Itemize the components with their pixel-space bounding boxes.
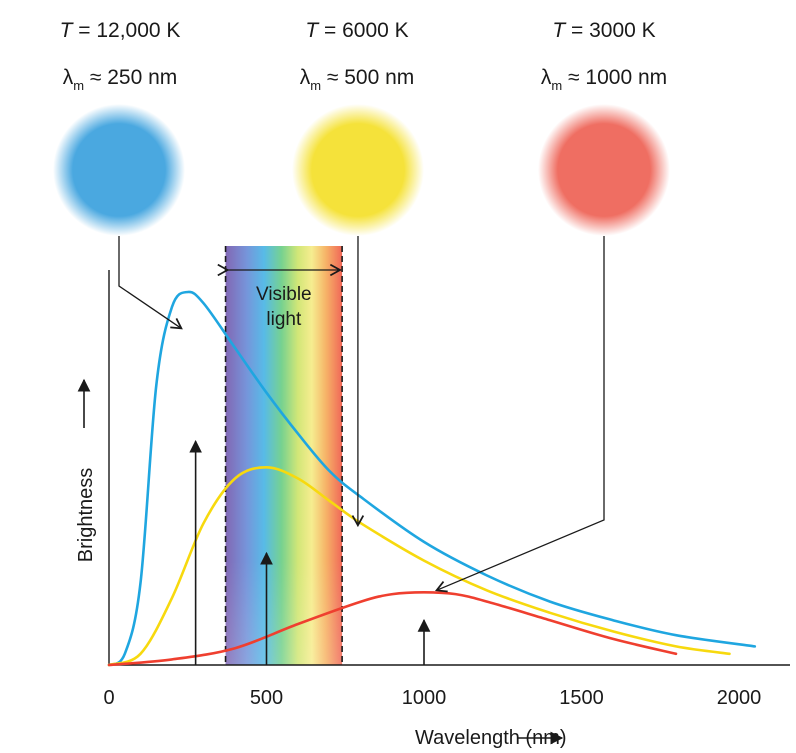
star-hot-temp: T = 12,000 K: [60, 19, 181, 42]
star-sun-disk: [292, 104, 424, 236]
curve-12000K: [107, 290, 757, 667]
leader-cool: [434, 236, 605, 593]
star-sun: T = 6000 K λm ≈ 500 nm: [292, 19, 424, 236]
x-tick-label: 1000: [402, 687, 447, 709]
star-sun-temp: T = 6000 K: [305, 19, 408, 42]
star-cool: T = 3000 K λm ≈ 1000 nm: [538, 19, 670, 236]
star-hot: T = 12,000 K λm ≈ 250 nm: [53, 19, 185, 236]
x-tick-label: 2000: [717, 687, 762, 709]
x-tick-label: 0: [103, 687, 114, 709]
x-tick-labels: 0 500 1000 1500 2000: [103, 687, 761, 709]
visible-label-line2: light: [266, 309, 302, 330]
leader-hot: [118, 236, 183, 330]
x-axis-label: Wavelength (nm): [415, 727, 567, 749]
y-axis-label: Brightness: [75, 468, 97, 563]
star-leader-lines: [118, 235, 605, 593]
curve-6000K: [107, 465, 731, 667]
curve-3000K: [107, 590, 678, 667]
visible-light-band: Visible light: [217, 246, 343, 665]
spectrum-curves: [107, 290, 757, 667]
visible-label-line1: Visible: [256, 284, 312, 305]
stars: T = 12,000 K λm ≈ 250 nm T = 6000 K λm ≈…: [53, 19, 670, 236]
x-tick-label: 500: [250, 687, 283, 709]
visible-spectrum-fade: [225, 246, 343, 665]
star-cool-disk: [538, 104, 670, 236]
axes: 0 500 1000 1500 2000 Wavelength (nm) Brightn…: [75, 270, 790, 749]
star-hot-peak: λm ≈ 250 nm: [63, 66, 178, 93]
x-tick-label: 1500: [559, 687, 604, 709]
peak-wavelength-markers: [189, 439, 431, 665]
star-cool-temp: T = 3000 K: [552, 19, 655, 42]
star-cool-peak: λm ≈ 1000 nm: [541, 66, 667, 93]
star-sun-peak: λm ≈ 500 nm: [300, 66, 415, 93]
star-hot-disk: [53, 104, 185, 236]
